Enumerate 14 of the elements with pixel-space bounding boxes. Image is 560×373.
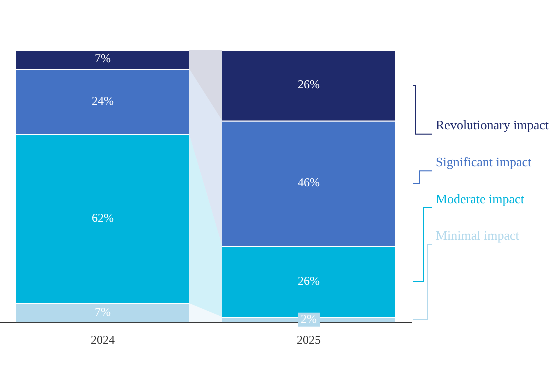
text: Revolutionary impact — [436, 118, 550, 133]
x-tick-label: 2024 — [91, 332, 115, 347]
text: Minimal impact — [436, 228, 520, 244]
text: Significant impact — [436, 154, 532, 170]
data-label: 46% — [298, 176, 320, 190]
data-label: 26% — [298, 274, 320, 288]
data-label: 7% — [95, 52, 111, 66]
x-tick-label: 2025 — [297, 332, 321, 347]
data-label: 62% — [92, 211, 114, 226]
data-label: 26% — [298, 78, 320, 92]
data-label: 2% — [301, 312, 317, 326]
data-label: 24% — [92, 94, 114, 108]
text: Moderate impact — [436, 191, 525, 206]
data-label: 7% — [95, 305, 111, 320]
